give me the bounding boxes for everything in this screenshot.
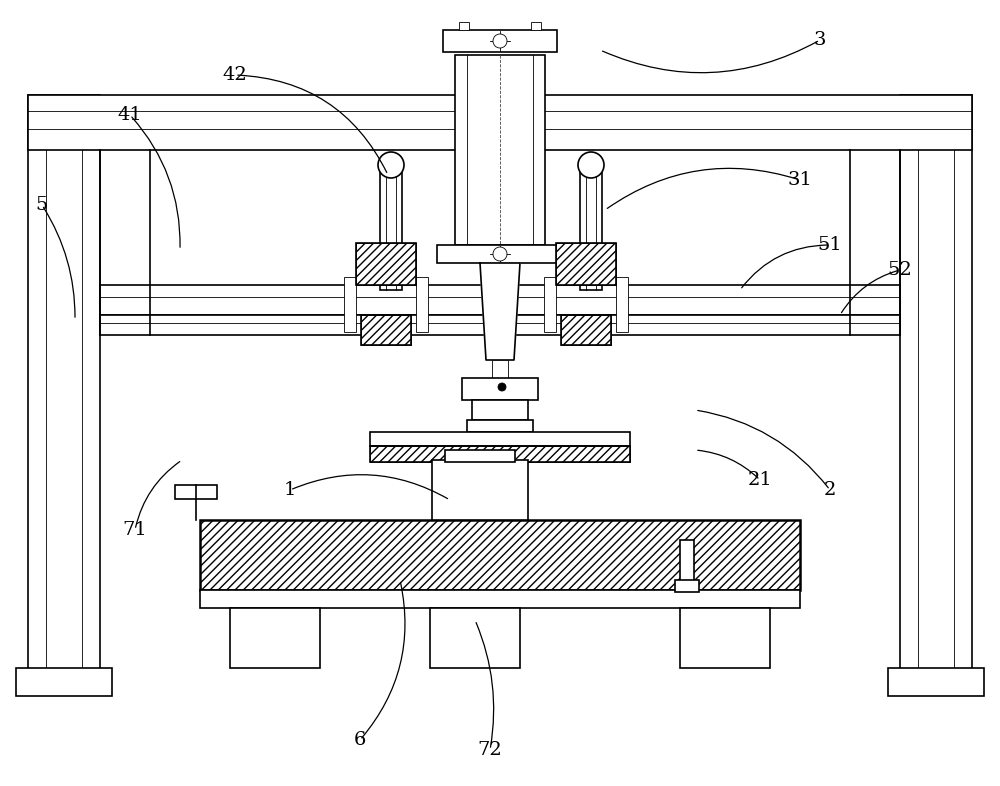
Bar — [580, 165, 602, 290]
Text: 21: 21 — [748, 471, 772, 489]
Bar — [356, 243, 416, 285]
Text: 1: 1 — [284, 481, 296, 499]
Bar — [370, 446, 630, 462]
Text: 71: 71 — [123, 521, 147, 539]
Bar — [16, 668, 112, 696]
Text: 52: 52 — [888, 261, 912, 279]
Circle shape — [578, 152, 604, 178]
Bar — [28, 95, 100, 680]
Circle shape — [378, 152, 404, 178]
Bar — [361, 315, 411, 345]
Circle shape — [493, 34, 507, 48]
Bar — [230, 608, 320, 668]
Bar — [443, 30, 557, 52]
Bar — [888, 668, 984, 696]
Bar — [100, 285, 900, 315]
Text: 5: 5 — [36, 196, 48, 214]
Bar — [370, 432, 630, 446]
Bar — [900, 95, 972, 680]
Bar — [437, 245, 563, 263]
Bar — [531, 22, 541, 30]
Text: 41: 41 — [118, 106, 142, 124]
Text: 3: 3 — [814, 31, 826, 49]
Bar — [432, 460, 528, 520]
Bar — [556, 243, 616, 285]
Bar — [175, 485, 217, 499]
Bar — [472, 400, 528, 420]
Bar — [361, 315, 411, 345]
Bar — [459, 22, 469, 30]
Bar — [544, 277, 556, 332]
Bar — [680, 608, 770, 668]
Bar — [356, 243, 416, 285]
Bar — [616, 277, 628, 332]
Bar — [455, 55, 545, 245]
Text: 51: 51 — [818, 236, 842, 254]
Bar — [200, 520, 800, 590]
Circle shape — [493, 247, 507, 261]
Bar — [100, 315, 900, 335]
Bar — [556, 243, 616, 285]
Text: 2: 2 — [824, 481, 836, 499]
Polygon shape — [480, 263, 520, 360]
Bar — [344, 277, 356, 332]
Bar — [430, 608, 520, 668]
Text: 31: 31 — [788, 171, 812, 189]
Bar — [370, 446, 630, 462]
Bar — [200, 520, 800, 590]
Bar — [675, 580, 699, 592]
Bar — [380, 165, 402, 290]
Text: 42: 42 — [223, 66, 247, 84]
Bar — [467, 420, 533, 432]
Text: 6: 6 — [354, 731, 366, 749]
Text: 72: 72 — [478, 741, 502, 759]
Bar — [680, 540, 694, 585]
Circle shape — [498, 383, 506, 391]
Bar — [561, 315, 611, 345]
Bar — [462, 378, 538, 400]
Bar — [492, 360, 508, 378]
Bar — [561, 315, 611, 345]
Bar — [200, 590, 800, 608]
Bar — [445, 450, 515, 462]
Bar — [28, 95, 972, 150]
Bar — [416, 277, 428, 332]
